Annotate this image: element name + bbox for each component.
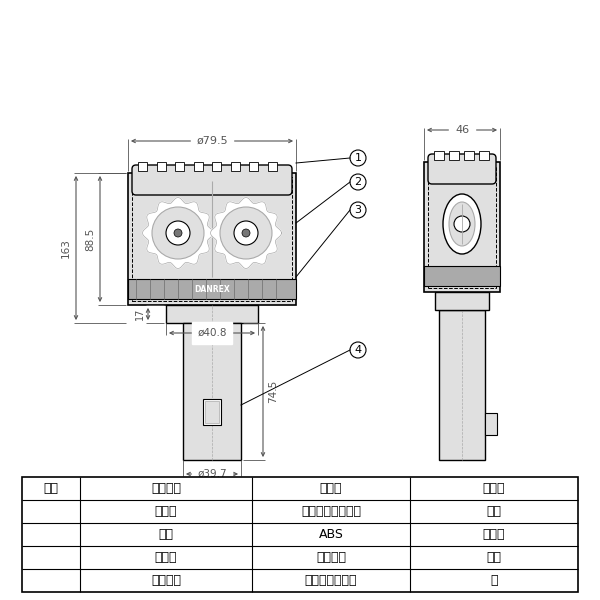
Bar bbox=[424, 162, 500, 292]
Bar bbox=[175, 162, 184, 171]
Text: グリップ: グリップ bbox=[151, 574, 181, 587]
FancyBboxPatch shape bbox=[132, 165, 292, 195]
Text: レンズ: レンズ bbox=[155, 551, 177, 564]
Bar bbox=[249, 162, 258, 171]
Text: 163: 163 bbox=[61, 238, 71, 258]
Text: 1: 1 bbox=[355, 153, 361, 163]
Circle shape bbox=[166, 221, 190, 245]
Bar bbox=[166, 305, 258, 323]
Text: 透明: 透明 bbox=[487, 505, 502, 518]
Bar bbox=[138, 162, 147, 171]
Text: 1: 1 bbox=[47, 506, 55, 517]
Bar bbox=[449, 151, 459, 160]
Text: 3: 3 bbox=[355, 205, 361, 215]
Text: アクリル: アクリル bbox=[316, 551, 346, 564]
Text: ケース: ケース bbox=[155, 505, 177, 518]
Text: ポリカーボネート: ポリカーボネート bbox=[301, 505, 361, 518]
Text: 透明: 透明 bbox=[487, 551, 502, 564]
Bar bbox=[424, 266, 500, 286]
Text: DANREX: DANREX bbox=[194, 284, 230, 293]
Circle shape bbox=[234, 221, 258, 245]
Ellipse shape bbox=[443, 194, 481, 254]
Text: ø40.8: ø40.8 bbox=[197, 328, 227, 338]
Bar bbox=[193, 162, 203, 171]
Bar bbox=[157, 162, 166, 171]
Bar bbox=[268, 162, 277, 171]
Polygon shape bbox=[211, 197, 281, 268]
Circle shape bbox=[174, 229, 182, 237]
Bar bbox=[128, 173, 296, 305]
Text: 黒: 黒 bbox=[490, 574, 498, 587]
Bar bbox=[485, 413, 497, 435]
Bar bbox=[132, 177, 292, 301]
Text: 17: 17 bbox=[135, 308, 145, 320]
Text: 88.5: 88.5 bbox=[85, 227, 95, 251]
Text: 材　質: 材 質 bbox=[320, 482, 342, 495]
Text: 4: 4 bbox=[355, 345, 362, 355]
Text: ø39.7: ø39.7 bbox=[197, 469, 227, 479]
Bar bbox=[205, 401, 219, 423]
Text: 74.5: 74.5 bbox=[268, 380, 278, 403]
Bar bbox=[22, 477, 578, 592]
Text: 本体: 本体 bbox=[158, 528, 173, 541]
Bar bbox=[212, 162, 221, 171]
Circle shape bbox=[242, 229, 250, 237]
Circle shape bbox=[152, 207, 204, 259]
Circle shape bbox=[220, 207, 272, 259]
Bar bbox=[428, 166, 496, 288]
Bar bbox=[183, 323, 241, 460]
Bar bbox=[439, 310, 485, 460]
Text: 備　考: 備 考 bbox=[483, 482, 505, 495]
Text: ABS: ABS bbox=[319, 528, 343, 541]
Ellipse shape bbox=[449, 202, 475, 246]
Bar bbox=[203, 399, 221, 425]
Text: ポリプロピレン: ポリプロピレン bbox=[305, 574, 357, 587]
Text: 部品名称: 部品名称 bbox=[151, 482, 181, 495]
Bar bbox=[230, 162, 239, 171]
Text: 2: 2 bbox=[355, 177, 362, 187]
Text: 46: 46 bbox=[455, 125, 469, 135]
Circle shape bbox=[454, 216, 470, 232]
Bar bbox=[434, 151, 444, 160]
Text: 2: 2 bbox=[47, 529, 55, 539]
Bar bbox=[435, 292, 489, 310]
Text: ミラー: ミラー bbox=[483, 528, 505, 541]
Text: 3: 3 bbox=[47, 553, 55, 563]
FancyBboxPatch shape bbox=[428, 154, 496, 184]
Text: 番号: 番号 bbox=[44, 482, 59, 495]
Bar bbox=[464, 151, 474, 160]
Text: 4: 4 bbox=[47, 575, 55, 586]
Text: ø79.5: ø79.5 bbox=[196, 136, 228, 146]
Bar bbox=[479, 151, 489, 160]
Polygon shape bbox=[143, 197, 214, 268]
Bar bbox=[128, 279, 296, 299]
